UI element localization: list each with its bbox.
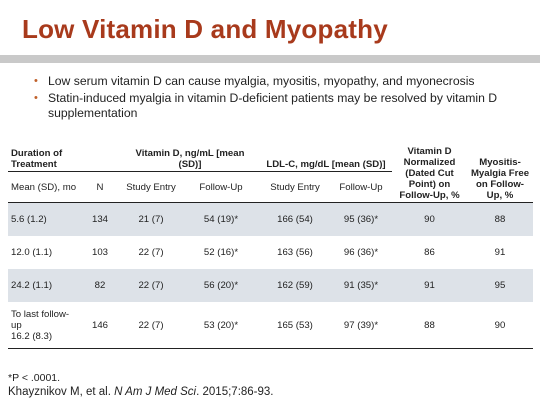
cell-vitd-entry: 21 (7) xyxy=(120,202,182,236)
subheader-ldl-entry: Study Entry xyxy=(260,171,330,203)
table-row: 12.0 (1.1) 103 22 (7) 52 (16)* 163 (56) … xyxy=(8,236,533,269)
cell-normalized: 88 xyxy=(392,302,467,349)
cell-duration-label: To last follow-up xyxy=(11,308,70,331)
header-ldl-c: LDL-C, mg/dL [mean (SD)] xyxy=(260,145,392,172)
header-myositis-free: Myositis-Myalgia Free on Follow-Up, % xyxy=(467,145,533,203)
cell-duration-value: 16.2 (8.3) xyxy=(11,330,53,342)
table-row: 24.2 (1.1) 82 22 (7) 56 (20)* 162 (59) 9… xyxy=(8,269,533,302)
table-row: 5.6 (1.2) 134 21 (7) 54 (19)* 166 (54) 9… xyxy=(8,202,533,236)
bullet-item: • Statin-induced myalgia in vitamin D-de… xyxy=(34,91,524,122)
results-table: Duration of Treatment Vitamin D, ng/mL [… xyxy=(8,145,533,349)
cell-ldl-entry: 166 (54) xyxy=(260,202,330,236)
cell-myositis: 91 xyxy=(494,247,506,258)
cell-duration: 24.2 (1.1) xyxy=(8,269,80,302)
cell-duration: 5.6 (1.2) xyxy=(8,202,80,236)
cell-duration: 12.0 (1.1) xyxy=(11,247,53,258)
cell-vitd-follow: 54 (19)* xyxy=(182,202,260,236)
cell-myositis: 90 xyxy=(467,302,533,349)
cell-ldl-entry: 162 (59) xyxy=(260,269,330,302)
cell-myositis: 95 xyxy=(467,269,533,302)
citation-rest: . 2015;7:86-93. xyxy=(196,386,274,398)
cell-vitd-follow: 52 (16)* xyxy=(203,247,239,258)
cell-ldl-follow: 95 (36)* xyxy=(330,202,392,236)
slide-title: Low Vitamin D and Myopathy xyxy=(22,14,388,44)
cell-normalized: 91 xyxy=(392,269,467,302)
bullet-list: • Low serum vitamin D can cause myalgia,… xyxy=(34,74,524,123)
cell-vitd-entry: 22 (7) xyxy=(120,269,182,302)
cell-ldl-follow: 91 (35)* xyxy=(330,269,392,302)
subheader-ldl-follow: Follow-Up xyxy=(330,171,392,203)
cell-ldl-follow: 96 (36)* xyxy=(343,247,379,258)
citation-authors: Khayznikov M, et al. xyxy=(8,386,115,398)
cell-normalized: 90 xyxy=(392,202,467,236)
table-row: To last follow-up 16.2 (8.3) 146 22 (7) … xyxy=(8,302,533,349)
cell-ldl-entry: 165 (53) xyxy=(260,302,330,349)
cell-vitd-follow: 56 (20)* xyxy=(182,269,260,302)
cell-ldl-entry: 163 (56) xyxy=(277,247,313,258)
cell-n: 146 xyxy=(80,302,120,349)
cell-vitd-entry: 22 (7) xyxy=(138,247,164,258)
subheader-vitd-entry: Study Entry xyxy=(120,171,182,203)
subheader-vitd-follow: Follow-Up xyxy=(182,171,260,203)
footnote: *P < .0001. xyxy=(8,372,61,384)
cell-vitd-follow: 53 (20)* xyxy=(182,302,260,349)
cell-n: 134 xyxy=(80,202,120,236)
cell-ldl-follow: 97 (39)* xyxy=(330,302,392,349)
cell-n: 82 xyxy=(80,269,120,302)
header-duration: Duration of Treatment xyxy=(8,145,80,172)
table-sub-header-row: Mean (SD), mo N Study Entry Follow-Up St… xyxy=(8,171,533,203)
cell-n: 103 xyxy=(91,247,108,258)
citation-journal: N Am J Med Sci xyxy=(114,386,197,398)
header-blank xyxy=(80,145,120,172)
bullet-item: • Low serum vitamin D can cause myalgia,… xyxy=(34,74,524,90)
cell-myositis: 88 xyxy=(467,202,533,236)
subheader-n: N xyxy=(80,171,120,203)
header-vitd-normalized: Vitamin D Normalized (Dated Cut Point) o… xyxy=(392,145,467,203)
cell-duration: To last follow-up 16.2 (8.3) xyxy=(8,302,80,349)
cell-vitd-entry: 22 (7) xyxy=(120,302,182,349)
table-group-header-row: Duration of Treatment Vitamin D, ng/mL [… xyxy=(8,145,533,203)
cell-normalized: 86 xyxy=(424,247,435,258)
bullet-text: Statin-induced myalgia in vitamin D-defi… xyxy=(48,90,498,121)
bullet-text: Low serum vitamin D can cause myalgia, m… xyxy=(48,74,475,88)
title-divider xyxy=(0,55,540,63)
header-vitamin-d: Vitamin D, ng/mL [mean (SD)] xyxy=(120,145,260,172)
bullet-dot-icon: • xyxy=(34,75,38,87)
subheader-duration: Mean (SD), mo xyxy=(8,171,80,203)
bullet-dot-icon: • xyxy=(34,91,38,104)
citation: Khayznikov M, et al. N Am J Med Sci. 201… xyxy=(8,386,274,398)
